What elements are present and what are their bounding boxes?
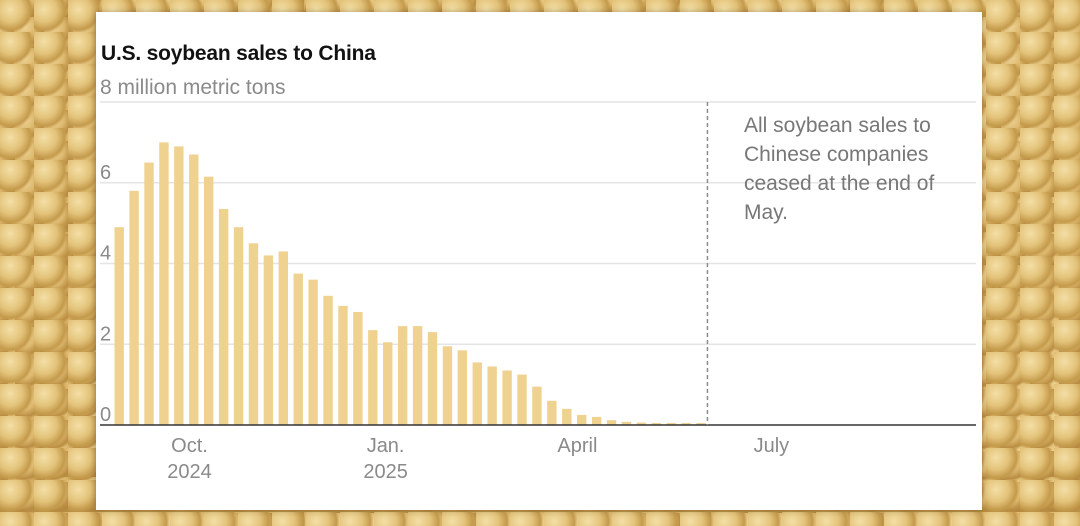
- x-tick-label-2024-10-01: Oct.: [171, 435, 208, 457]
- bar-2024-11-07: [263, 255, 274, 425]
- bar-2024-11-14: [278, 251, 288, 425]
- x-tick-year-2025-01-01: 2025: [363, 461, 408, 483]
- bar-2025-04-03: [576, 414, 587, 425]
- bar-2025-01-09: [397, 326, 408, 425]
- bar-2024-12-19: [353, 311, 363, 425]
- bar-2025-04-10: [591, 416, 602, 425]
- bar-2024-09-26: [174, 146, 184, 425]
- bar-2025-02-06: [457, 350, 468, 425]
- bar-2024-12-26: [368, 330, 378, 425]
- bar-2025-01-30: [442, 346, 453, 425]
- chart-title: U.S. soybean sales to China: [101, 42, 376, 65]
- x-tick-year-2024-10-01: 2024: [167, 461, 212, 483]
- bar-2024-12-12: [338, 305, 348, 425]
- bar-2024-10-10: [204, 176, 214, 425]
- bar-2025-01-16: [412, 326, 423, 425]
- bar-2024-11-21: [293, 273, 303, 425]
- bar-2025-03-20: [547, 400, 557, 425]
- bar-2025-03-06: [517, 374, 527, 425]
- bar-2025-05-15: [666, 422, 676, 425]
- bar-2024-09-19: [159, 142, 169, 425]
- y-tick-label-4: 4: [100, 243, 111, 265]
- y-tick-label-2: 2: [100, 323, 111, 345]
- x-tick-label-2025-07-01: July: [754, 435, 790, 457]
- bar-2024-10-03: [189, 154, 199, 426]
- bar-2025-01-23: [427, 332, 438, 425]
- bar-2024-10-24: [233, 227, 244, 425]
- bar-2025-03-13: [532, 386, 542, 425]
- bar-2025-05-01: [636, 422, 647, 425]
- bar-2025-04-24: [621, 421, 632, 425]
- bar-2025-04-17: [606, 420, 617, 425]
- bar-2025-02-20: [487, 366, 497, 425]
- y-tick-label-6: 6: [100, 162, 111, 184]
- bar-2025-02-13: [472, 362, 482, 425]
- bar-2024-09-05: [129, 190, 139, 425]
- y-axis-unit-label: 8 million metric tons: [100, 76, 286, 99]
- x-tick-label-2025-01-01: Jan.: [367, 435, 405, 457]
- chart-card: U.S. soybean sales to China 8 million me…: [96, 12, 982, 510]
- bar-2025-02-27: [502, 370, 512, 425]
- bar-2025-03-27: [562, 408, 572, 425]
- bar-2024-09-12: [144, 162, 154, 425]
- bar-2024-11-28: [308, 279, 318, 425]
- bar-2025-05-29: [696, 422, 706, 425]
- bar-2025-05-22: [681, 422, 691, 425]
- bar-2025-05-08: [651, 422, 661, 425]
- annotation-text: All soybean sales to Chinese companies c…: [744, 114, 935, 224]
- x-tick-label-2025-04-01: April: [557, 435, 597, 457]
- bar-2024-10-31: [248, 243, 259, 425]
- bar-2025-01-02: [383, 342, 393, 425]
- y-tick-label-0: 0: [100, 404, 111, 426]
- bar-2024-10-17: [218, 208, 229, 425]
- bar-2024-12-05: [323, 295, 333, 425]
- bar-2024-08-29: [114, 227, 124, 425]
- bar-chart: 6 4 2 0 Oct. 2024 Jan. 2025 April July: [100, 101, 976, 483]
